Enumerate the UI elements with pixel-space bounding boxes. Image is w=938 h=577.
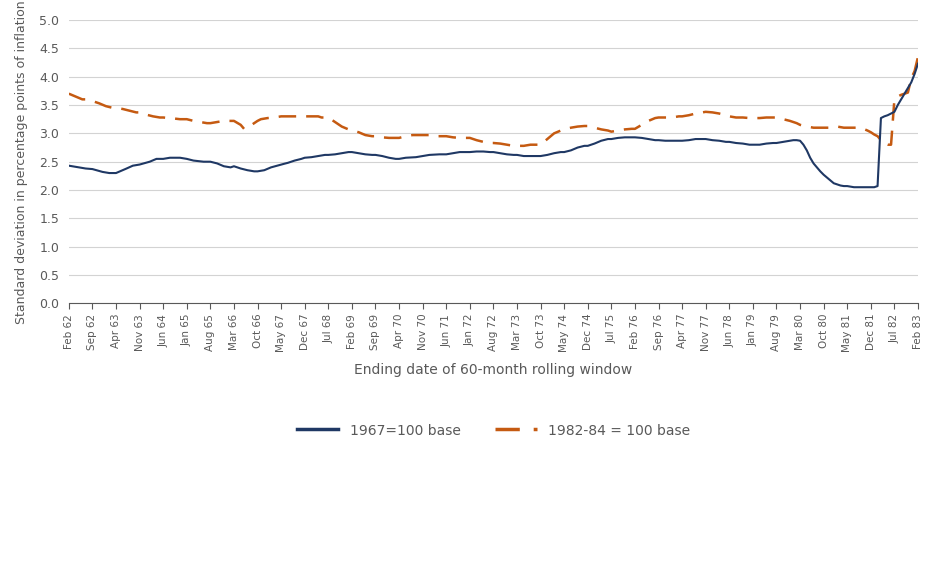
- 1967=100 base: [848, 183, 859, 190]
- 1982-84 = 100 base: [393, 134, 404, 141]
- 1982-84 = 100 base: [417, 132, 429, 138]
- Legend: 1967=100 base, 1982-84 = 100 base: 1967=100 base, 1982-84 = 100 base: [291, 418, 696, 443]
- 1967=100 base: [393, 155, 404, 162]
- Line: 1982-84 = 100 base: 1982-84 = 100 base: [68, 57, 918, 146]
- 1967=100 base: [191, 158, 203, 164]
- X-axis label: Ending date of 60-month rolling window: Ending date of 60-month rolling window: [355, 363, 632, 377]
- 1967=100 base: [528, 152, 539, 159]
- Y-axis label: Standard deviation in percentage points of inflation: Standard deviation in percentage points …: [15, 0, 28, 324]
- 1967=100 base: [811, 164, 823, 171]
- 1982-84 = 100 base: [814, 124, 825, 131]
- 1982-84 = 100 base: [191, 118, 203, 125]
- 1967=100 base: [417, 152, 429, 159]
- 1967=100 base: [525, 152, 537, 159]
- 1967=100 base: [913, 60, 924, 67]
- 1967=100 base: [63, 162, 74, 169]
- 1982-84 = 100 base: [63, 90, 74, 97]
- Line: 1967=100 base: 1967=100 base: [68, 63, 918, 187]
- 1982-84 = 100 base: [913, 54, 924, 61]
- 1982-84 = 100 base: [508, 143, 520, 149]
- 1982-84 = 100 base: [528, 141, 539, 148]
- 1982-84 = 100 base: [532, 141, 543, 148]
